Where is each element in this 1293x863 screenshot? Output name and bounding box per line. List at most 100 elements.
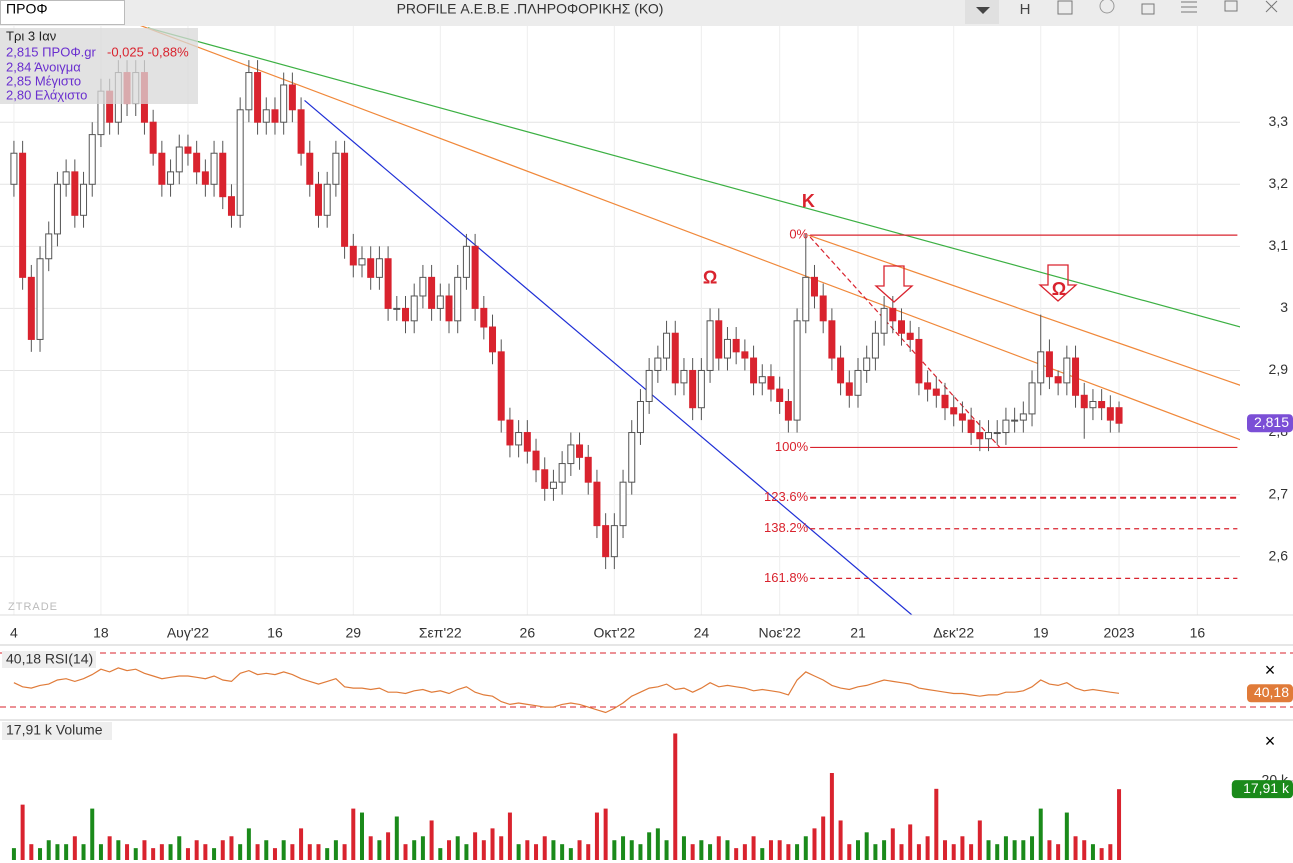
candle-body	[697, 369, 705, 409]
arrow-marker	[1038, 264, 1078, 302]
candle-body	[210, 152, 218, 185]
x-tick-label: Οκτ'22	[594, 625, 636, 641]
candle-body	[958, 413, 966, 421]
volume-bar	[394, 816, 399, 860]
volume-bar	[220, 840, 225, 860]
candle-body	[654, 357, 662, 371]
title-bar	[0, 0, 1293, 26]
volume-bar	[890, 828, 895, 860]
volume-bar	[168, 844, 173, 860]
arrow-marker	[874, 265, 914, 303]
pane-title-bg	[2, 722, 112, 740]
candle-body	[645, 369, 653, 402]
candle-body	[1011, 419, 1019, 422]
info-line: 2,80 Ελάχιστο	[6, 87, 87, 102]
volume-bar	[864, 832, 869, 860]
volume-bar	[1073, 836, 1078, 860]
volume-bar	[986, 840, 991, 860]
volume-bar	[246, 828, 251, 860]
volume-bar	[847, 844, 852, 860]
volume-bar	[29, 844, 34, 860]
y-tick-label: 3,1	[1269, 237, 1289, 253]
maximize-icon[interactable]	[1224, 0, 1238, 12]
candle-body	[10, 152, 18, 185]
candle-body	[358, 258, 366, 266]
candle-body	[845, 382, 853, 396]
candle-body	[1106, 407, 1114, 421]
volume-bar	[655, 828, 660, 860]
x-tick-label: 18	[93, 625, 109, 641]
volume-bar	[795, 844, 800, 860]
fib-label: 161.8%	[764, 570, 809, 585]
candle-body	[402, 307, 410, 322]
close-pane[interactable]: ×	[1265, 731, 1276, 751]
candle-body	[619, 481, 627, 527]
candle-body	[837, 357, 845, 384]
y-tick-label: 2,7	[1269, 485, 1289, 501]
lock-icon[interactable]	[1141, 3, 1155, 15]
candle-body	[680, 369, 688, 384]
x-tick-label: 4	[10, 625, 18, 641]
fib-label: 100%	[775, 439, 809, 454]
candle-body	[236, 109, 244, 216]
candle-body	[863, 357, 871, 371]
volume-bar	[899, 844, 904, 860]
volume-bar	[351, 808, 356, 860]
candle-body	[628, 432, 636, 483]
rsi-line	[13, 667, 1120, 714]
volume-bar	[1012, 840, 1017, 860]
close-icon[interactable]	[1265, 0, 1278, 13]
info-line: 2,84 Άνοιγμα	[6, 59, 81, 74]
candle-body	[262, 109, 270, 123]
volume-bar	[708, 844, 713, 860]
x-tick-label: Σεπ'22	[419, 625, 462, 641]
volume-bar	[333, 840, 338, 860]
dropdown-icon	[976, 7, 990, 14]
candle-body	[297, 109, 305, 154]
h-button[interactable]: H	[1020, 1, 1031, 18]
volume-bar	[777, 840, 782, 860]
candle-body	[1063, 357, 1071, 384]
candle-body	[593, 481, 601, 527]
candle-body	[915, 338, 923, 384]
candle-body	[375, 258, 383, 278]
annotation: Ω	[1052, 279, 1066, 299]
volume-bar	[586, 844, 591, 860]
candle-body	[689, 369, 697, 409]
volume-bar	[212, 848, 217, 860]
symbol: ΠΡΟΦ	[6, 1, 48, 17]
volume-bar	[316, 844, 321, 860]
candle-body	[758, 376, 766, 384]
symbol-input[interactable]	[0, 0, 125, 25]
save-icon[interactable]	[1057, 0, 1073, 15]
volume-bar	[525, 840, 530, 860]
candle-body	[776, 388, 784, 402]
volume-bar	[542, 836, 547, 860]
candle-body	[271, 109, 279, 123]
volume-bar	[1038, 808, 1043, 860]
trendline	[140, 26, 1240, 441]
volume-bar	[1030, 836, 1035, 860]
volume-bar	[133, 848, 138, 860]
menu-icon[interactable]	[1181, 1, 1197, 13]
alert-icon[interactable]	[1099, 0, 1115, 14]
volume-bar	[803, 836, 808, 860]
candle-body	[71, 171, 79, 216]
candle-body	[985, 432, 993, 440]
volume-bar	[873, 844, 878, 860]
volume-bar	[577, 840, 582, 860]
candle-body	[245, 72, 253, 111]
candle-body	[732, 338, 740, 353]
volume-bar	[534, 844, 539, 860]
candle-body	[941, 394, 949, 409]
candle-body	[445, 295, 453, 322]
y-tick-label: 3,3	[1269, 113, 1289, 129]
candle-body	[802, 276, 810, 322]
candle-body	[1054, 376, 1062, 384]
volume-bar	[455, 836, 460, 860]
volume-bar	[1090, 844, 1095, 860]
volume-bar	[1108, 844, 1113, 860]
close-pane[interactable]: ×	[1265, 660, 1276, 680]
volume-bar	[516, 844, 521, 860]
candle-body	[306, 152, 314, 185]
